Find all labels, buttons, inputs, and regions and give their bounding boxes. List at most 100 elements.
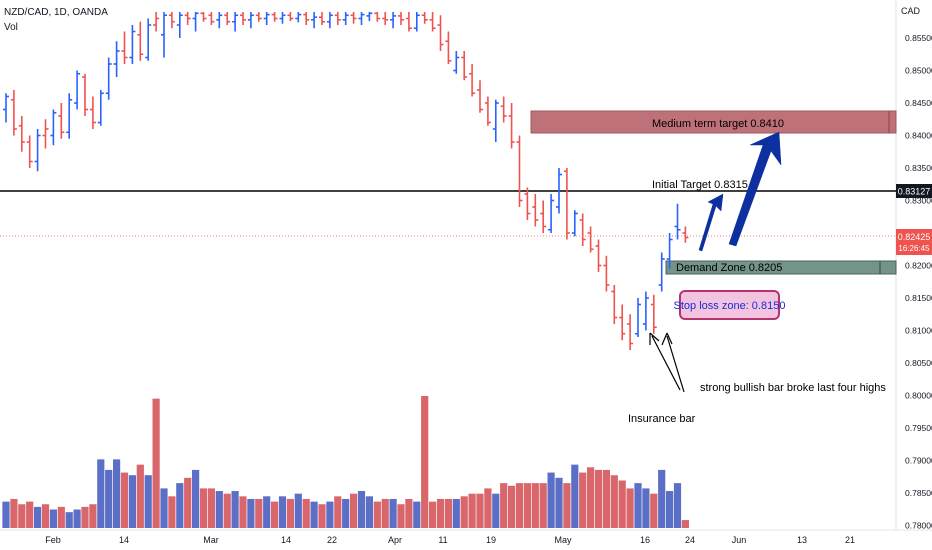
volume-bar bbox=[436, 498, 445, 528]
ohlc-bar bbox=[3, 93, 9, 123]
ohlc-bar bbox=[500, 96, 507, 123]
ohlc-bar bbox=[658, 252, 665, 292]
ohlc-bar bbox=[524, 187, 531, 220]
volume-bar bbox=[128, 475, 136, 528]
ohlc-bar bbox=[540, 200, 547, 233]
volume-bar bbox=[318, 504, 326, 528]
ohlc-bar bbox=[200, 12, 207, 22]
volume-bar bbox=[500, 483, 508, 528]
volume-bar bbox=[452, 498, 460, 528]
ohlc-bar bbox=[113, 41, 120, 77]
ohlc-bar bbox=[398, 12, 404, 25]
volume-bar bbox=[594, 469, 603, 528]
time-tick-label: 14 bbox=[281, 535, 291, 545]
volume-bar bbox=[531, 483, 539, 528]
volume-bar bbox=[658, 469, 666, 528]
medium-term-target-zone[interactable] bbox=[530, 110, 897, 134]
volume-bar bbox=[492, 493, 500, 528]
volume-bar bbox=[26, 501, 34, 528]
volume-bar bbox=[508, 485, 516, 528]
ohlc-bar bbox=[184, 12, 191, 25]
ohlc-bar bbox=[666, 233, 673, 269]
volume-bar bbox=[231, 491, 239, 528]
ohlc-bar bbox=[619, 304, 626, 341]
volume-bar bbox=[294, 493, 302, 528]
volume-bar bbox=[397, 504, 405, 528]
ohlc-bar bbox=[319, 12, 325, 25]
ohlc-bar bbox=[121, 31, 128, 64]
ohlc-bar bbox=[627, 314, 634, 350]
time-tick-label: Feb bbox=[45, 535, 61, 545]
volume-bar bbox=[610, 475, 618, 528]
demand-zone[interactable] bbox=[665, 260, 897, 275]
medium-target-label: Medium term target 0.8410 bbox=[652, 118, 784, 130]
ohlc-bar bbox=[232, 12, 239, 32]
ohlc-bar bbox=[10, 90, 17, 136]
volume-bar bbox=[357, 491, 366, 528]
volume-bar bbox=[571, 464, 579, 528]
ohlc-bar bbox=[374, 12, 381, 22]
volume-bar bbox=[421, 396, 429, 528]
ohlc-bar bbox=[303, 12, 310, 25]
ohlc-bar bbox=[342, 12, 349, 25]
ohlc-bar bbox=[58, 103, 65, 139]
volume-bar bbox=[476, 493, 484, 528]
ohlc-bar bbox=[263, 12, 270, 25]
ohlc-bars bbox=[3, 12, 689, 350]
ohlc-bar bbox=[611, 285, 618, 324]
volume-bar bbox=[523, 483, 531, 528]
volume-bar bbox=[444, 498, 452, 528]
volume-bar bbox=[405, 498, 413, 528]
price-tick-label: 0.78000 bbox=[905, 521, 932, 531]
volume-bar bbox=[2, 501, 10, 528]
ohlc-bar bbox=[105, 57, 112, 100]
ohlc-bar bbox=[129, 25, 136, 64]
volume-bar bbox=[255, 498, 263, 528]
volume-bar bbox=[89, 504, 97, 528]
volume-bar bbox=[57, 506, 65, 528]
volume-bar bbox=[215, 491, 223, 528]
ohlc-bar bbox=[469, 64, 476, 97]
ohlc-bar bbox=[445, 31, 452, 64]
ohlc-bar bbox=[279, 12, 286, 24]
volume-bar bbox=[302, 498, 310, 528]
volume-bar bbox=[199, 488, 208, 528]
ohlc-bar bbox=[66, 93, 73, 139]
ohlc-bar bbox=[192, 12, 199, 32]
ohlc-bar bbox=[366, 12, 373, 22]
ohlc-bar bbox=[42, 119, 49, 149]
ohlc-bar bbox=[287, 12, 294, 22]
time-tick-label: 14 bbox=[119, 535, 129, 545]
volume-bar bbox=[65, 512, 73, 528]
ohlc-bar bbox=[176, 12, 183, 38]
ohlc-bar bbox=[453, 51, 460, 74]
time-tick-label: 21 bbox=[845, 535, 855, 545]
ohlc-bar bbox=[650, 294, 657, 334]
volume-bar bbox=[271, 501, 279, 528]
volume-bar bbox=[626, 488, 634, 528]
volume-bar bbox=[381, 498, 389, 528]
volume-bar bbox=[413, 501, 421, 528]
stop-loss-label: Stop loss zone: 0.8150 bbox=[674, 300, 786, 312]
volume-bar bbox=[429, 501, 437, 528]
volume-bar bbox=[223, 493, 231, 528]
ohlc-bar bbox=[477, 80, 483, 113]
volume-bar bbox=[642, 488, 650, 528]
ohlc-bar bbox=[255, 12, 262, 22]
ohlc-bar bbox=[603, 255, 610, 292]
volume-bar bbox=[160, 488, 168, 528]
ohlc-bar bbox=[224, 12, 231, 25]
ohlc-bar bbox=[247, 12, 254, 29]
time-tick-label: 19 bbox=[486, 535, 496, 545]
symbol-title: NZD/CAD, 1D, OANDA bbox=[4, 7, 108, 18]
stop-loss-box[interactable] bbox=[679, 290, 780, 320]
ohlc-bar bbox=[516, 135, 523, 207]
volume-bar bbox=[515, 483, 524, 528]
volume-bar bbox=[365, 496, 373, 528]
